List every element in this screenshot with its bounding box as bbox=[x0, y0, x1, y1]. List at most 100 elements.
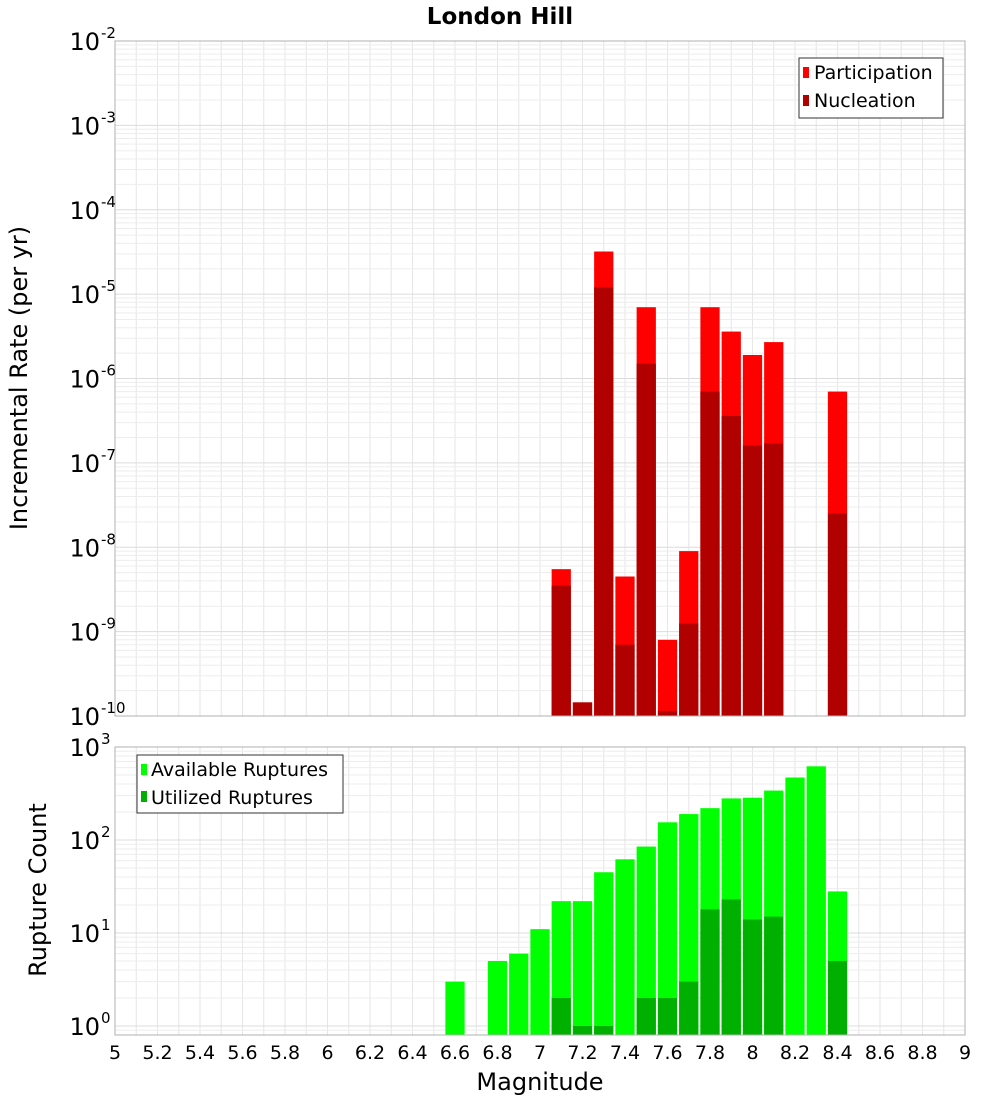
available-ruptures-bar bbox=[509, 953, 529, 1035]
x-tick-label: 7.4 bbox=[610, 1042, 640, 1064]
y-tick-exponent: -4 bbox=[101, 193, 116, 211]
utilized-ruptures-bar bbox=[721, 899, 741, 1035]
x-tick-label: 6 bbox=[321, 1042, 333, 1064]
rate-legend: Participation Nucleation bbox=[798, 57, 944, 119]
nucleation-legend-swatch bbox=[803, 95, 809, 106]
available-ruptures-bar bbox=[806, 766, 826, 1035]
utilized-ruptures-bar bbox=[657, 997, 678, 1035]
nucleation-bar bbox=[551, 585, 571, 716]
utilized-ruptures-bar bbox=[764, 916, 784, 1035]
nucleation-bar bbox=[827, 513, 848, 716]
y-tick-label: 10 bbox=[69, 450, 100, 478]
chart-title: London Hill bbox=[427, 4, 573, 30]
y-tick-exponent: 1 bbox=[101, 916, 111, 934]
rate-legend-box bbox=[798, 57, 944, 119]
y-tick-exponent: -3 bbox=[101, 108, 116, 126]
x-tick-label: 5.4 bbox=[185, 1042, 215, 1064]
y-tick-exponent: -5 bbox=[101, 277, 116, 295]
participation-bar bbox=[657, 639, 678, 716]
y-tick-exponent: 0 bbox=[101, 1009, 111, 1027]
y-tick-label: 10 bbox=[69, 197, 100, 225]
nucleation-bar bbox=[636, 363, 656, 716]
available-legend-swatch bbox=[141, 764, 147, 775]
utilized-legend-label: Utilized Ruptures bbox=[151, 787, 313, 809]
available-ruptures-bar bbox=[572, 901, 593, 1035]
nucleation-bar bbox=[572, 702, 593, 716]
magnitude-x-ticks: 5 5.2 5.4 5.6 5.8 6 6.2 6.4 6.6 6.8 7 7.2 7.4 7.6 7.8 8… bbox=[109, 1042, 971, 1064]
rate-plot-frame bbox=[114, 40, 966, 717]
utilized-ruptures-bar bbox=[551, 997, 571, 1035]
y-tick-label: 10 bbox=[69, 534, 100, 562]
y-tick-label: 10 bbox=[69, 920, 100, 948]
x-tick-label: 7 bbox=[534, 1042, 546, 1064]
nucleation-bar bbox=[764, 443, 784, 716]
x-tick-label: 7.8 bbox=[695, 1042, 725, 1064]
x-tick-label: 6.2 bbox=[355, 1042, 385, 1064]
participation-legend-swatch bbox=[803, 67, 809, 78]
y-tick-label: 10 bbox=[69, 281, 100, 309]
nucleation-bar bbox=[679, 623, 699, 716]
x-tick-label: 6.8 bbox=[482, 1042, 512, 1064]
x-tick-label: 6.4 bbox=[397, 1042, 427, 1064]
available-ruptures-bar bbox=[487, 960, 508, 1035]
available-legend-label: Available Ruptures bbox=[151, 759, 328, 781]
x-tick-label: 5.2 bbox=[142, 1042, 172, 1064]
count-plot-frame bbox=[114, 746, 966, 1036]
y-tick-exponent: -8 bbox=[101, 530, 116, 548]
y-tick-label: 10 bbox=[69, 734, 100, 762]
x-tick-label: 5.6 bbox=[227, 1042, 257, 1064]
nucleation-bar bbox=[615, 644, 635, 716]
utilized-ruptures-bar bbox=[594, 1025, 614, 1035]
y-tick-exponent: -7 bbox=[101, 446, 116, 464]
x-tick-label: 7.6 bbox=[652, 1042, 682, 1064]
count-legend: Available Ruptures Utilized Ruptures bbox=[136, 754, 344, 814]
rate-bars bbox=[551, 251, 848, 716]
y-tick-label: 10 bbox=[69, 1013, 100, 1041]
participation-legend-label: Participation bbox=[814, 62, 933, 84]
utilized-ruptures-bar bbox=[572, 1025, 593, 1035]
y-tick-label: 10 bbox=[69, 827, 100, 855]
utilized-ruptures-bar bbox=[679, 981, 699, 1035]
x-tick-label: 8 bbox=[746, 1042, 758, 1064]
available-ruptures-bar bbox=[594, 872, 614, 1035]
y-tick-exponent: 2 bbox=[101, 823, 111, 841]
y-tick-exponent: -10 bbox=[101, 699, 126, 717]
x-tick-label: 8.8 bbox=[907, 1042, 937, 1064]
y-tick-label: 10 bbox=[69, 703, 100, 731]
nucleation-bar bbox=[721, 415, 741, 716]
nucleation-legend-label: Nucleation bbox=[814, 90, 916, 112]
nucleation-bar bbox=[594, 287, 614, 716]
y-tick-exponent: -2 bbox=[101, 24, 116, 42]
available-ruptures-bar bbox=[530, 929, 550, 1035]
available-ruptures-bar bbox=[679, 814, 699, 1035]
x-tick-label: 8.2 bbox=[780, 1042, 810, 1064]
utilized-ruptures-bar bbox=[827, 960, 848, 1035]
x-tick-label: 5.8 bbox=[270, 1042, 300, 1064]
utilized-ruptures-bar bbox=[636, 997, 656, 1035]
utilized-ruptures-bar bbox=[700, 909, 720, 1035]
nucleation-bar bbox=[742, 445, 763, 716]
y-tick-label: 10 bbox=[69, 28, 100, 56]
available-ruptures-bar bbox=[445, 981, 465, 1035]
utilized-legend-swatch bbox=[141, 791, 147, 802]
nucleation-bar bbox=[657, 710, 678, 716]
available-ruptures-bar bbox=[657, 822, 678, 1035]
available-ruptures-bar bbox=[615, 859, 635, 1035]
count-y-axis-label: Rupture Count bbox=[24, 803, 52, 977]
x-tick-label: 5 bbox=[109, 1042, 121, 1064]
count-legend-box bbox=[136, 754, 344, 814]
x-tick-label: 8.6 bbox=[865, 1042, 895, 1064]
y-tick-label: 10 bbox=[69, 366, 100, 394]
utilized-ruptures-bar bbox=[742, 919, 763, 1035]
x-tick-label: 7.2 bbox=[567, 1042, 597, 1064]
count-bars bbox=[445, 766, 848, 1035]
y-tick-exponent: -6 bbox=[101, 362, 116, 380]
x-tick-label: 6.6 bbox=[440, 1042, 470, 1064]
x-tick-label: 8.4 bbox=[822, 1042, 852, 1064]
y-tick-label: 10 bbox=[69, 112, 100, 140]
available-ruptures-bar bbox=[785, 777, 805, 1035]
